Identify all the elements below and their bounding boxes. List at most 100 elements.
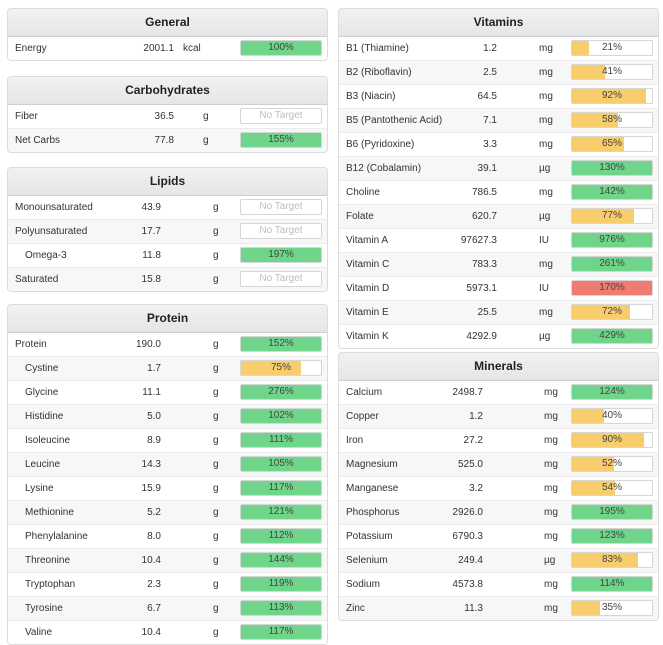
percent-label: 41% [601, 66, 622, 77]
nutrient-row[interactable]: B12 (Cobalamin) 39.1 µg 130% [339, 157, 658, 181]
nutrient-row[interactable]: Phenylalanine 8.0 g 112% [8, 525, 327, 549]
target-progress-bar: 35% [571, 600, 653, 616]
progress-fill [241, 41, 321, 55]
nutrient-row[interactable]: Sodium 4573.8 mg 114% [339, 573, 658, 597]
progress-fill [572, 553, 639, 567]
nutrient-row[interactable]: Vitamin E 25.5 mg 72% [339, 301, 658, 325]
nutrient-unit: g [213, 363, 219, 374]
nutrient-name: Glycine [25, 387, 59, 398]
nutrient-row[interactable]: Energy 2001.1 kcal 100% [8, 37, 327, 60]
progress-fill [572, 257, 652, 271]
percent-label: No Target [259, 110, 303, 121]
nutrient-row[interactable]: Polyunsaturated 17.7 g No Target [8, 220, 327, 244]
lipids-rows: Monounsaturated 43.9 g No Target Polyunsatur… [8, 196, 327, 291]
target-progress-bar: 144% [240, 552, 322, 568]
target-progress-bar: 54% [571, 480, 653, 496]
nutrient-name: Valine [25, 627, 53, 638]
nutrient-amount: 7.1 [483, 115, 497, 126]
progress-fill [572, 137, 624, 151]
nutrient-row[interactable]: Phosphorus 2926.0 mg 195% [339, 501, 658, 525]
nutrient-amount: 525.0 [457, 459, 483, 470]
nutrient-amount: 249.4 [457, 555, 483, 566]
target-progress-bar: 105% [240, 456, 322, 472]
progress-fill [572, 505, 652, 519]
nutrient-row[interactable]: Glycine 11.1 g 276% [8, 381, 327, 405]
nutrient-row[interactable]: Methionine 5.2 g 121% [8, 501, 327, 525]
nutrient-amount: 11.8 [142, 250, 161, 261]
carbohydrates-rows: Fiber 36.5 g No Target Net Carbs 77.8 g 155% [8, 105, 327, 152]
nutrient-row[interactable]: Tryptophan 2.3 g 119% [8, 573, 327, 597]
nutrient-row[interactable]: Vitamin C 783.3 mg 261% [339, 253, 658, 277]
percent-label: No Target [259, 225, 303, 236]
nutrient-unit: g [213, 507, 219, 518]
nutrient-row[interactable]: Iron 27.2 mg 90% [339, 429, 658, 453]
nutrient-row[interactable]: Monounsaturated 43.9 g No Target [8, 196, 327, 220]
nutrient-row[interactable]: Net Carbs 77.8 g 155% [8, 129, 327, 152]
nutrient-row[interactable]: Valine 10.4 g 117% [8, 621, 327, 644]
target-progress-bar: 124% [571, 384, 653, 400]
percent-label: 65% [601, 138, 622, 149]
nutrient-row[interactable]: Vitamin K 4292.9 µg 429% [339, 325, 658, 348]
nutrient-row[interactable]: Threonine 10.4 g 144% [8, 549, 327, 573]
nutrient-row[interactable]: Magnesium 525.0 mg 52% [339, 453, 658, 477]
progress-fill [241, 529, 321, 543]
nutrient-amount: 5.0 [147, 411, 161, 422]
progress-fill [572, 185, 652, 199]
nutrient-amount: 17.7 [141, 226, 161, 237]
nutrient-row[interactable]: B2 (Riboflavin) 2.5 mg 41% [339, 61, 658, 85]
nutrient-row[interactable]: Cystine 1.7 g 75% [8, 357, 327, 381]
nutrient-name: Zinc [346, 603, 365, 614]
general-rows: Energy 2001.1 kcal 100% [8, 37, 327, 60]
target-progress-bar: 65% [571, 136, 653, 152]
nutrient-row[interactable]: Protein 190.0 g 152% [8, 333, 327, 357]
nutrient-row[interactable]: Selenium 249.4 µg 83% [339, 549, 658, 573]
nutrient-row[interactable]: B3 (Niacin) 64.5 mg 92% [339, 85, 658, 109]
nutrient-row[interactable]: Vitamin A 97627.3 IU 976% [339, 229, 658, 253]
target-progress-bar: 119% [240, 576, 322, 592]
nutrient-row[interactable]: B1 (Thiamine) 1.2 mg 21% [339, 37, 658, 61]
percent-label: 40% [601, 410, 622, 421]
nutrient-row[interactable]: Copper 1.2 mg 40% [339, 405, 658, 429]
percent-label: 111% [268, 434, 294, 445]
nutrient-row[interactable]: Vitamin D 5973.1 IU 170% [339, 277, 658, 301]
nutrient-row[interactable]: Zinc 11.3 mg 35% [339, 597, 658, 620]
nutrient-row[interactable]: Omega-3 11.8 g 197% [8, 244, 327, 268]
nutrient-row[interactable]: Calcium 2498.7 mg 124% [339, 381, 658, 405]
target-progress-bar: 40% [571, 408, 653, 424]
nutrient-name: Manganese [346, 483, 399, 494]
nutrient-row[interactable]: B5 (Pantothenic Acid) 7.1 mg 58% [339, 109, 658, 133]
nutrient-amount: 2.3 [147, 579, 161, 590]
percent-label: 195% [599, 506, 625, 517]
nutrient-row[interactable]: Histidine 5.0 g 102% [8, 405, 327, 429]
nutrient-amount: 15.8 [141, 274, 161, 285]
nutrient-name: Copper [346, 411, 379, 422]
target-progress-bar: 142% [571, 184, 653, 200]
nutrient-row[interactable]: Manganese 3.2 mg 54% [339, 477, 658, 501]
nutrient-row[interactable]: Leucine 14.3 g 105% [8, 453, 327, 477]
nutrient-unit: g [213, 603, 219, 614]
nutrient-row[interactable]: Isoleucine 8.9 g 111% [8, 429, 327, 453]
nutrient-amount: 4573.8 [452, 579, 483, 590]
nutrient-row[interactable]: B6 (Pyridoxine) 3.3 mg 65% [339, 133, 658, 157]
nutrient-row[interactable]: Tyrosine 6.7 g 113% [8, 597, 327, 621]
nutrient-row[interactable]: Saturated 15.8 g No Target [8, 268, 327, 291]
percent-label: 75% [270, 362, 291, 373]
nutrient-amount: 10.4 [141, 627, 161, 638]
nutrient-unit: g [213, 579, 219, 590]
nutrient-row[interactable]: Lysine 15.9 g 117% [8, 477, 327, 501]
nutrient-row[interactable]: Choline 786.5 mg 142% [339, 181, 658, 205]
nutrient-row[interactable]: Folate 620.7 µg 77% [339, 205, 658, 229]
target-progress-bar: 152% [240, 336, 322, 352]
progress-fill [241, 385, 321, 399]
percent-label: 152% [268, 338, 294, 349]
general-panel: General Energy 2001.1 kcal 100% [7, 8, 328, 61]
percent-label: 58% [601, 114, 622, 125]
nutrient-name: Fiber [15, 111, 38, 122]
progress-fill [241, 457, 321, 471]
target-progress-bar: 976% [571, 232, 653, 248]
nutrient-name: Polyunsaturated [15, 226, 88, 237]
nutrient-name: Monounsaturated [15, 202, 93, 213]
nutrient-row[interactable]: Fiber 36.5 g No Target [8, 105, 327, 129]
nutrient-row[interactable]: Potassium 6790.3 mg 123% [339, 525, 658, 549]
progress-fill [572, 113, 619, 127]
